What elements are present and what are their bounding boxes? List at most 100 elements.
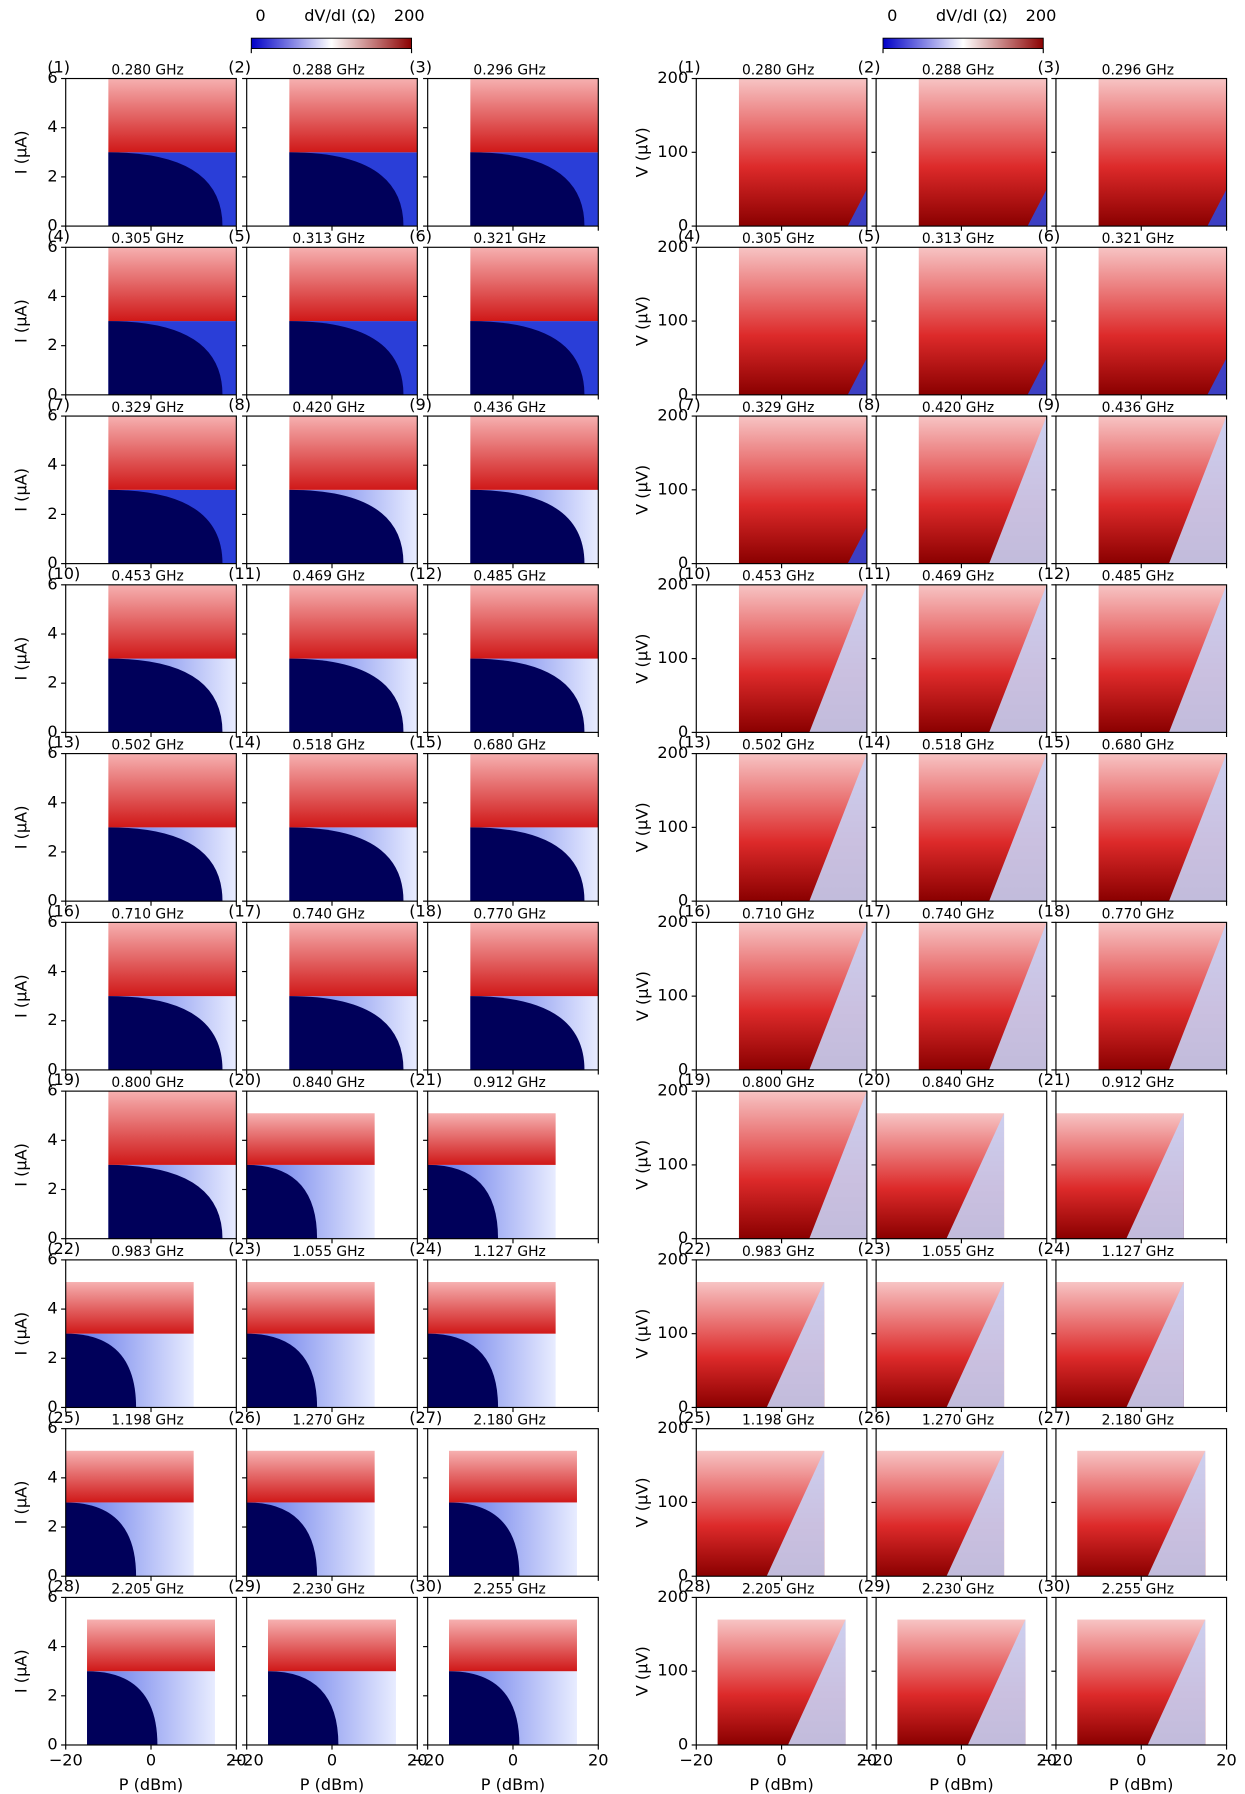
y-tick-label: 4	[47, 1636, 57, 1655]
panel-frequency: 0.329 GHz	[742, 400, 814, 416]
y-tick-label: 4	[47, 1299, 57, 1318]
y-tick-label: 6	[47, 743, 57, 762]
heatmap-core	[427, 1164, 499, 1239]
y-tick-label: 2	[47, 1348, 57, 1367]
heatmap-band	[989, 416, 1047, 564]
x-axis-label: P (dBm)	[749, 1775, 813, 1794]
heatmap-red	[918, 247, 1047, 395]
panel-frequency: 2.205 GHz	[111, 1581, 183, 1597]
panel-label: (27)	[409, 1408, 442, 1427]
panel-frequency: 0.485 GHz	[473, 569, 545, 585]
y-tick-label: 2	[47, 1685, 57, 1704]
heatmap-core	[449, 1502, 520, 1577]
y-axis-label: V (μV)	[633, 971, 652, 1021]
heatmap-core	[470, 996, 585, 1070]
heatmap-red	[87, 1619, 215, 1672]
y-tick-label: 0	[678, 1397, 688, 1416]
panel-label: (26)	[858, 1408, 891, 1427]
heatmap-red	[470, 753, 599, 828]
heatmap-core	[65, 1502, 137, 1577]
panel-frequency: 2.230 GHz	[922, 1581, 994, 1597]
heatmap-band	[989, 753, 1047, 902]
x-tick-label: 0	[1136, 1751, 1146, 1770]
panel-frequency: 0.710 GHz	[742, 906, 814, 922]
y-axis-label: I (μA)	[11, 130, 30, 174]
x-tick-label: −20	[411, 1751, 445, 1770]
y-tick-label: 0	[47, 722, 57, 741]
panel-frequency: 0.912 GHz	[473, 1075, 545, 1091]
panel-frequency: 0.840 GHz	[292, 1075, 364, 1091]
heatmap-red	[289, 753, 418, 828]
colorbar-tick-label: 0	[887, 6, 897, 25]
heatmap-band	[766, 1450, 825, 1577]
heatmap-core	[289, 996, 404, 1070]
panel-frequency: 1.270 GHz	[922, 1413, 994, 1429]
heatmap-core	[427, 1333, 499, 1408]
panel-label: (24)	[409, 1239, 442, 1258]
heatmap-red	[1098, 247, 1227, 395]
y-tick-label: 100	[657, 311, 688, 330]
heatmap-core	[470, 489, 585, 564]
y-tick-label: 0	[678, 1734, 688, 1753]
panel-label: (17)	[858, 901, 891, 920]
panel-label: (19)	[47, 1070, 80, 1089]
panel-frequency: 0.288 GHz	[922, 62, 994, 78]
heatmap-core	[470, 827, 585, 902]
y-tick-label: 0	[47, 384, 57, 403]
x-tick-label: 0	[776, 1751, 786, 1770]
x-tick-label: 20	[226, 1751, 247, 1770]
panel-label: (7)	[47, 395, 70, 414]
heatmap-band	[847, 189, 867, 227]
panel-frequency: 0.983 GHz	[111, 1244, 183, 1260]
heatmap-band	[1168, 922, 1227, 1070]
heatmap-red	[108, 584, 237, 659]
y-tick-label: 200	[657, 237, 688, 256]
heatmap-red	[289, 922, 418, 997]
heatmap-band	[809, 584, 867, 733]
heatmap-band	[967, 1619, 1026, 1745]
x-tick-label: −20	[230, 1751, 264, 1770]
heatmap-red	[449, 1619, 577, 1672]
heatmap-core	[289, 321, 404, 395]
heatmap-red	[65, 1282, 194, 1334]
y-axis-label: V (μV)	[633, 1140, 652, 1190]
heatmap-red	[289, 584, 418, 659]
panel-label: (30)	[1037, 1577, 1070, 1596]
heatmap-red	[470, 922, 599, 997]
y-tick-label: 0	[678, 216, 688, 235]
y-tick-label: 6	[47, 574, 57, 593]
panel-label: (4)	[47, 226, 70, 245]
y-axis-label: V (μV)	[633, 802, 652, 852]
y-axis-label: V (μV)	[633, 1477, 652, 1527]
panel-label: (22)	[47, 1239, 80, 1258]
y-tick-label: 6	[47, 1418, 57, 1437]
panel-label: (24)	[1037, 1239, 1070, 1258]
heatmap-red	[108, 1091, 237, 1165]
y-tick-label: 200	[657, 1081, 688, 1100]
heatmap-core	[108, 489, 223, 564]
y-tick-label: 2	[47, 841, 57, 860]
heatmap-core	[108, 658, 223, 733]
heatmap-core	[470, 321, 585, 395]
heatmap-red	[738, 247, 867, 395]
y-tick-label: 6	[47, 912, 57, 931]
panel-frequency: 1.127 GHz	[1102, 1244, 1174, 1260]
heatmap-band	[1168, 416, 1227, 564]
panel-frequency: 0.453 GHz	[742, 569, 814, 585]
panel-frequency: 0.840 GHz	[922, 1075, 994, 1091]
panel-frequency: 0.740 GHz	[292, 906, 364, 922]
panel-label: (2)	[228, 58, 251, 77]
panel-label: (28)	[47, 1577, 80, 1596]
panel-frequency: 0.469 GHz	[292, 569, 364, 585]
panel-label: (29)	[858, 1577, 891, 1596]
panel-label: (3)	[409, 58, 432, 77]
x-tick-label: −20	[1039, 1751, 1073, 1770]
panel-frequency: 0.436 GHz	[473, 400, 545, 416]
panel-frequency: 0.800 GHz	[111, 1075, 183, 1091]
panel-label: (6)	[1037, 226, 1060, 245]
y-tick-label: 0	[678, 1059, 688, 1078]
panel-label: (12)	[1037, 564, 1070, 583]
y-tick-label: 0	[678, 1566, 688, 1585]
panel-label: (20)	[228, 1070, 261, 1089]
panel-label: (11)	[228, 564, 261, 583]
